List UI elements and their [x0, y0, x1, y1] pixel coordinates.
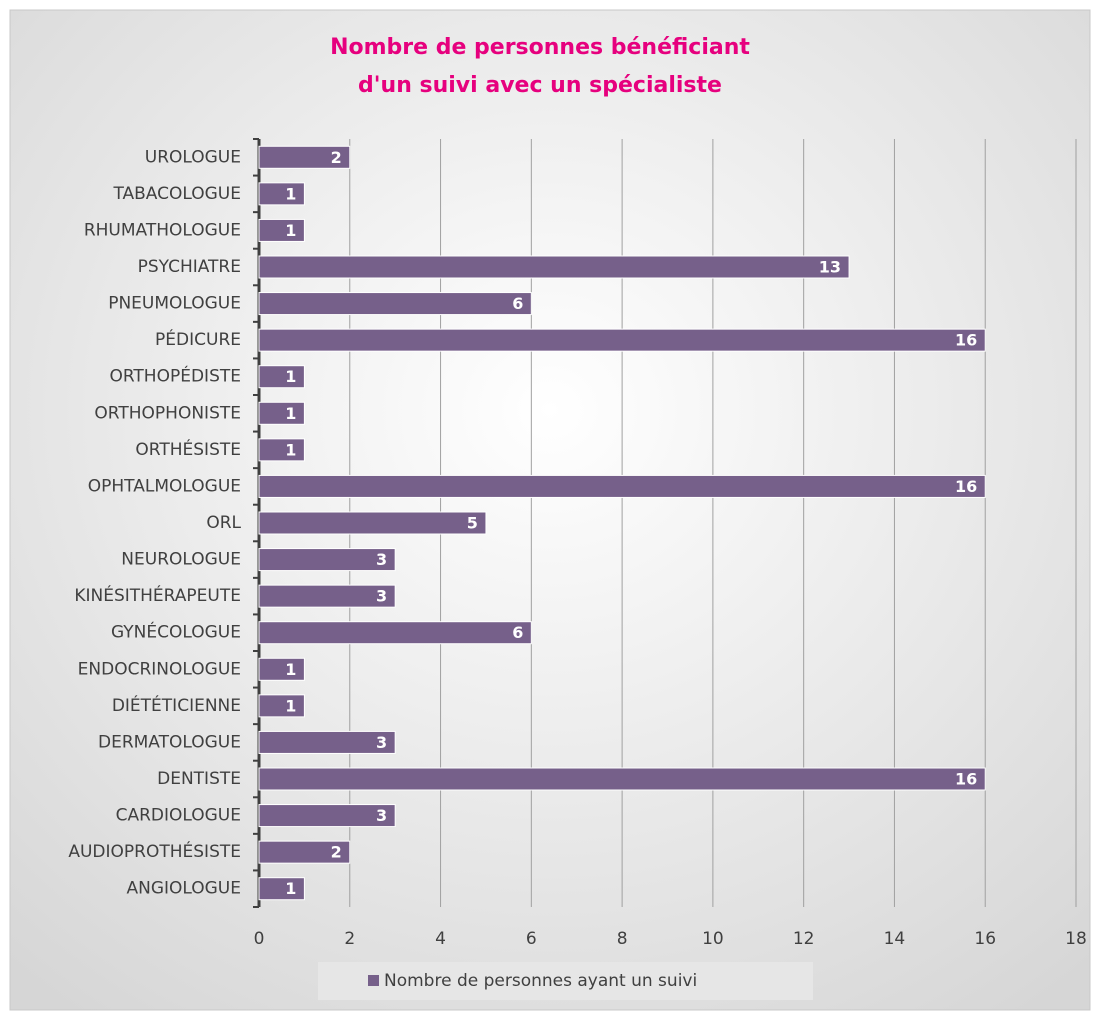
x-tick-label: 14: [884, 929, 906, 949]
x-tick-label: 4: [435, 929, 446, 949]
bar: [258, 840, 351, 864]
bar: [258, 365, 305, 389]
bar: [258, 877, 305, 901]
x-tick-label: 10: [702, 929, 724, 949]
data-label: 16: [955, 331, 977, 350]
x-tick-label: 0: [254, 929, 265, 949]
bar: [258, 438, 305, 462]
bar: [258, 621, 532, 645]
y-tick-label: ORTHOPHONISTE: [94, 403, 241, 423]
y-tick-label: DERMATOLOGUE: [98, 732, 241, 752]
bar: [258, 511, 487, 535]
bar: [258, 401, 305, 425]
legend-label: Nombre de personnes ayant un suivi: [384, 971, 697, 991]
bar: [258, 182, 305, 206]
data-label: 3: [376, 550, 387, 569]
y-tick-label: UROLOGUE: [145, 147, 241, 167]
legend-box: [318, 962, 813, 1000]
bar: [258, 804, 396, 828]
y-tick-label: KINÉSITHÉRAPEUTE: [74, 584, 241, 606]
data-label: 1: [285, 696, 296, 715]
bar: [258, 548, 396, 572]
bar: [258, 145, 351, 169]
x-tick-label: 16: [974, 929, 996, 949]
data-label: 1: [285, 440, 296, 459]
x-tick-label: 8: [617, 929, 628, 949]
y-tick-label: PNEUMOLOGUE: [108, 294, 241, 314]
bar: [258, 767, 986, 791]
x-tick-label: 2: [344, 929, 355, 949]
data-label: 5: [467, 514, 478, 533]
data-label: 6: [512, 623, 523, 642]
bar: [258, 584, 396, 608]
y-tick-label: DENTISTE: [157, 769, 241, 789]
data-label: 1: [285, 184, 296, 203]
data-label: 3: [376, 587, 387, 606]
y-tick-label: ORTHÉSISTE: [135, 438, 241, 460]
data-label: 1: [285, 404, 296, 423]
data-label: 16: [955, 770, 977, 789]
data-label: 3: [376, 806, 387, 825]
bar: [258, 657, 305, 681]
data-label: 13: [819, 258, 841, 277]
x-tick-label: 12: [793, 929, 815, 949]
data-label: 2: [331, 148, 342, 167]
x-tick-label: 18: [1065, 929, 1087, 949]
bar: [258, 694, 305, 718]
chart-title: d'un suivi avec un spécialiste: [358, 73, 722, 98]
bar: [258, 474, 986, 498]
bar: [258, 218, 305, 242]
y-tick-label: ORTHOPÉDISTE: [109, 365, 241, 387]
data-label: 6: [512, 294, 523, 313]
y-tick-label: ENDOCRINOLOGUE: [78, 659, 241, 679]
legend-swatch: [368, 975, 379, 986]
data-label: 1: [285, 221, 296, 240]
data-label: 1: [285, 367, 296, 386]
y-tick-label: ORL: [206, 513, 241, 533]
data-label: 1: [285, 660, 296, 679]
x-tick-label: 6: [526, 929, 537, 949]
data-label: 2: [331, 843, 342, 862]
y-tick-label: PSYCHIATRE: [138, 257, 241, 277]
y-tick-label: TABACOLOGUE: [112, 184, 241, 204]
bar: [258, 328, 986, 352]
y-tick-label: AUDIOPROTHÉSISTE: [68, 840, 241, 862]
y-tick-label: PÉDICURE: [155, 328, 241, 350]
y-tick-label: OPHTALMOLOGUE: [88, 476, 241, 496]
y-tick-label: CARDIOLOGUE: [116, 806, 241, 826]
data-label: 1: [285, 879, 296, 898]
y-tick-label: RHUMATHOLOGUE: [84, 220, 241, 240]
bar: [258, 292, 532, 316]
data-label: 16: [955, 477, 977, 496]
y-tick-label: ANGIOLOGUE: [126, 879, 241, 899]
data-label: 3: [376, 733, 387, 752]
chart-title: Nombre de personnes bénéficiant: [330, 35, 750, 60]
y-tick-label: GYNÉCOLOGUE: [111, 621, 241, 643]
bar: [258, 255, 850, 279]
y-tick-label: DIÉTÉTICIENNE: [112, 694, 241, 716]
y-tick-label: NEUROLOGUE: [121, 550, 241, 570]
chart-background: [9, 9, 1091, 1011]
bar: [258, 730, 396, 754]
